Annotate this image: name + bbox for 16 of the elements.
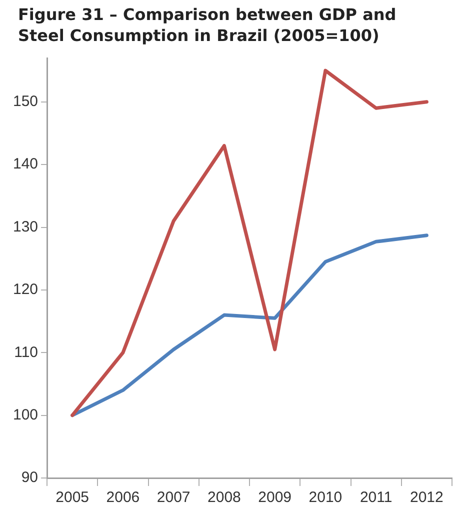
y-tick-label: 140 xyxy=(12,156,38,173)
y-tick-label: 90 xyxy=(21,469,38,486)
x-tick-label: 2010 xyxy=(308,489,342,506)
x-tick-label: 2008 xyxy=(208,489,241,506)
x-tick-label: 2005 xyxy=(56,489,90,506)
chart-title: Figure 31 – Comparison between GDP and Steel Consumption in Brazil (2005=100) xyxy=(18,4,398,46)
x-tick-label: 2012 xyxy=(410,489,444,506)
x-tick-label: 2009 xyxy=(258,489,292,506)
y-tick-label: 110 xyxy=(14,344,38,361)
x-tick-label: 2007 xyxy=(156,489,190,506)
y-tick-label: 120 xyxy=(12,281,38,298)
x-tick-label: 2006 xyxy=(106,489,140,506)
y-tick-label: 100 xyxy=(12,406,38,424)
y-tick-label: 130 xyxy=(12,218,38,236)
x-tick-label: 2011 xyxy=(360,489,392,506)
y-tick-label: 150 xyxy=(12,93,38,110)
